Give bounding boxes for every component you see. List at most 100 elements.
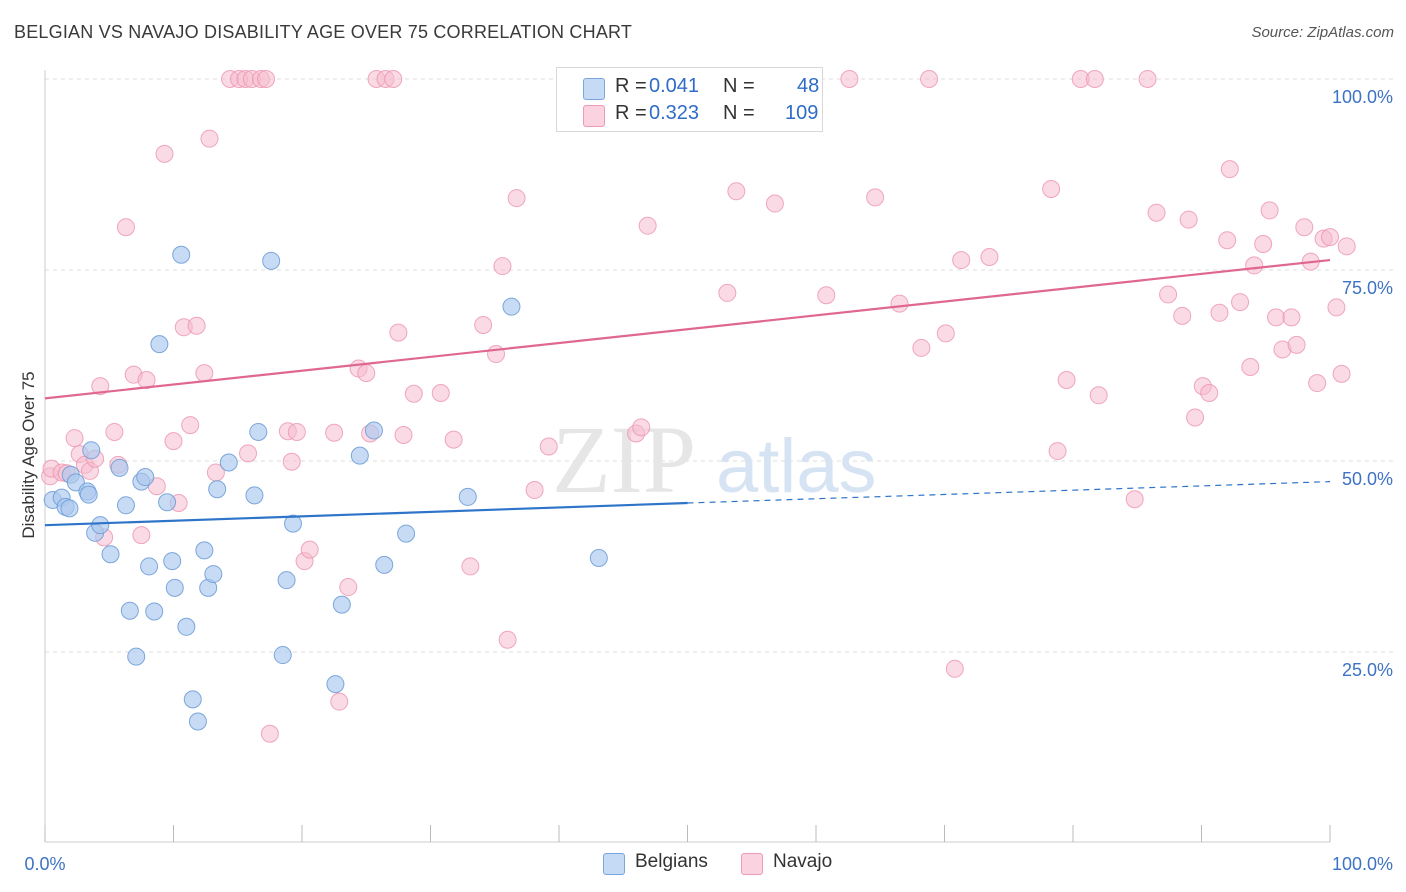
navajo-point xyxy=(404,384,423,403)
belgian-point xyxy=(589,549,608,568)
navajo-swatch xyxy=(583,105,605,127)
legend-belgians-label: Belgians xyxy=(635,851,708,872)
navajo-point xyxy=(181,416,200,435)
belgian-point xyxy=(397,524,416,543)
belgian-point xyxy=(273,646,292,665)
belgian-point xyxy=(262,251,281,270)
belgian-point xyxy=(158,493,177,512)
navajo-point xyxy=(239,444,258,463)
belgian-point xyxy=(82,441,101,460)
navajo-swatch xyxy=(741,853,763,875)
legend-navajo-label: Navajo xyxy=(773,851,833,872)
r-label: R = xyxy=(615,75,647,97)
navajo-point xyxy=(980,248,999,267)
navajo-point xyxy=(727,182,746,201)
belgian-point xyxy=(163,552,182,571)
navajo-point xyxy=(1173,306,1192,325)
navajo-point xyxy=(1308,374,1327,393)
navajo-point xyxy=(384,70,403,88)
navajo-point xyxy=(525,481,544,500)
belgian-point xyxy=(150,335,169,354)
navajo-point xyxy=(1179,210,1198,229)
belgian-point xyxy=(326,675,345,694)
navajo-point xyxy=(1218,231,1237,250)
navajo-point xyxy=(1159,285,1178,304)
navajo-point xyxy=(498,630,517,649)
navajo-point xyxy=(187,316,206,335)
navajo-point xyxy=(1241,358,1260,377)
navajo-point xyxy=(300,540,319,559)
belgian-point xyxy=(79,485,98,504)
belgian-point xyxy=(375,555,394,574)
navajo-point xyxy=(945,659,964,678)
belgians-swatch xyxy=(583,78,605,100)
belgian-point xyxy=(245,486,264,505)
navajo-point xyxy=(260,724,279,743)
belgian-point xyxy=(91,516,110,535)
belgian-point xyxy=(60,499,79,518)
navajo-point xyxy=(116,218,135,237)
navajo-point xyxy=(1231,293,1250,312)
navajo-point xyxy=(1282,308,1301,327)
navajo-point xyxy=(890,294,909,313)
navajo-point xyxy=(866,188,885,207)
y-axis-label: Disability Age Over 75 xyxy=(19,371,38,538)
belgian-point xyxy=(208,480,227,499)
navajo-point xyxy=(920,70,939,88)
belgian-point xyxy=(101,545,120,564)
navajo-point xyxy=(936,324,955,343)
belgian-point xyxy=(284,514,303,533)
navajo-point xyxy=(493,257,512,276)
navajo-point xyxy=(287,422,306,441)
trend-lines xyxy=(44,258,1331,527)
belgian-point xyxy=(145,602,164,621)
navajo-point xyxy=(357,364,376,383)
belgian-point xyxy=(502,297,521,316)
belgian-point xyxy=(172,245,191,264)
belgian-point xyxy=(219,453,238,472)
r-label: R = xyxy=(615,102,647,124)
watermark: ZIP atlas xyxy=(552,406,877,513)
chart-title: BELGIAN VS NAVAJO DISABILITY AGE OVER 75… xyxy=(14,22,633,42)
y-tick-label: 50.0% xyxy=(1342,469,1393,489)
navajo-point xyxy=(1260,201,1279,220)
belgian-point xyxy=(140,557,159,576)
belgian-point xyxy=(165,578,184,597)
n-value: 109 xyxy=(785,102,819,124)
y-tick-label: 100.0% xyxy=(1332,87,1393,107)
belgian-point xyxy=(332,595,351,614)
navajo-point xyxy=(155,144,174,163)
belgian-point xyxy=(195,541,214,560)
navajo-point xyxy=(507,189,526,208)
navajo-point xyxy=(952,251,971,270)
x-tick-label: 100.0% xyxy=(1332,854,1393,874)
navajo-point xyxy=(912,338,931,357)
source-label: Source: ZipAtlas.com xyxy=(1251,24,1394,41)
navajo-point xyxy=(638,216,657,235)
navajo-point xyxy=(461,557,480,576)
axes xyxy=(44,70,1331,843)
belgian-point xyxy=(188,712,207,731)
navajo-point xyxy=(1200,384,1219,403)
navajo-trend-line xyxy=(44,258,1331,400)
navajo-point xyxy=(1186,408,1205,427)
navajo-point xyxy=(1245,256,1264,275)
navajo-point xyxy=(282,452,301,471)
belgian-point xyxy=(458,487,477,506)
belgian-point xyxy=(120,601,139,620)
watermark-atlas: atlas xyxy=(716,424,877,509)
series-legend: Belgians Navajo xyxy=(0,851,1406,879)
belgians-swatch xyxy=(603,853,625,875)
navajo-point xyxy=(1042,180,1061,199)
navajo-point xyxy=(1125,490,1144,509)
x-tick-label: 0.0% xyxy=(24,854,65,874)
navajo-point xyxy=(474,316,493,335)
belgian-point xyxy=(277,571,296,590)
navajo-point xyxy=(765,194,784,213)
belgians-trend-extension xyxy=(687,481,1331,504)
navajo-point xyxy=(1147,203,1166,222)
navajo-point xyxy=(431,384,450,403)
navajo-point xyxy=(1210,303,1229,322)
navajo-point xyxy=(1057,371,1076,390)
